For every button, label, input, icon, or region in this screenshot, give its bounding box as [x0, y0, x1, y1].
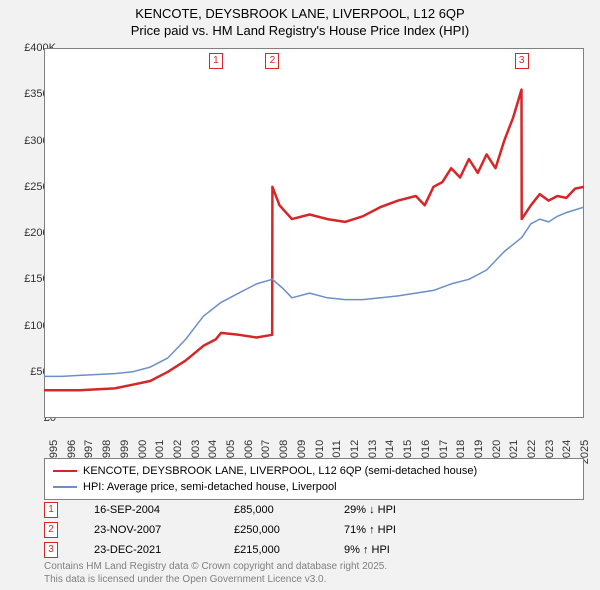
title-line-2: Price paid vs. HM Land Registry's House …: [0, 23, 600, 40]
event-diff: 71% ↑ HPI: [344, 524, 454, 536]
event-marker: 2: [265, 53, 279, 69]
event-date: 23-NOV-2007: [94, 524, 234, 536]
event-price: £250,000: [234, 524, 344, 536]
event-row-marker: 2: [44, 522, 58, 538]
legend-swatch-1: [53, 470, 77, 473]
event-diff: 9% ↑ HPI: [344, 544, 454, 556]
event-row: 3 23-DEC-2021£215,0009% ↑ HPI: [44, 540, 584, 560]
footer-line-1: Contains HM Land Registry data © Crown c…: [44, 560, 387, 573]
event-date: 23-DEC-2021: [94, 544, 234, 556]
legend-label-1: KENCOTE, DEYSBROOK LANE, LIVERPOOL, L12 …: [83, 465, 477, 477]
plot-area: [44, 48, 584, 418]
legend-item-2: HPI: Average price, semi-detached house,…: [53, 479, 575, 495]
events-table: 1 16-SEP-2004£85,00029% ↓ HPI 2 23-NOV-2007…: [44, 500, 584, 560]
chart-title: KENCOTE, DEYSBROOK LANE, LIVERPOOL, L12 …: [0, 0, 600, 40]
event-marker: 1: [209, 53, 223, 69]
event-diff: 29% ↓ HPI: [344, 504, 454, 516]
event-row: 1 16-SEP-2004£85,00029% ↓ HPI: [44, 500, 584, 520]
footer: Contains HM Land Registry data © Crown c…: [44, 560, 387, 586]
legend-swatch-2: [53, 486, 77, 488]
event-price: £85,000: [234, 504, 344, 516]
legend-item-1: KENCOTE, DEYSBROOK LANE, LIVERPOOL, L12 …: [53, 463, 575, 479]
chart-container: KENCOTE, DEYSBROOK LANE, LIVERPOOL, L12 …: [0, 0, 600, 590]
event-row-marker: 3: [44, 542, 58, 558]
event-date: 16-SEP-2004: [94, 504, 234, 516]
legend: KENCOTE, DEYSBROOK LANE, LIVERPOOL, L12 …: [44, 458, 584, 500]
legend-label-2: HPI: Average price, semi-detached house,…: [83, 481, 337, 493]
title-line-1: KENCOTE, DEYSBROOK LANE, LIVERPOOL, L12 …: [0, 6, 600, 23]
event-marker: 3: [515, 53, 529, 69]
event-row: 2 23-NOV-2007£250,00071% ↑ HPI: [44, 520, 584, 540]
footer-line-2: This data is licensed under the Open Gov…: [44, 573, 387, 586]
event-price: £215,000: [234, 544, 344, 556]
event-row-marker: 1: [44, 502, 58, 518]
